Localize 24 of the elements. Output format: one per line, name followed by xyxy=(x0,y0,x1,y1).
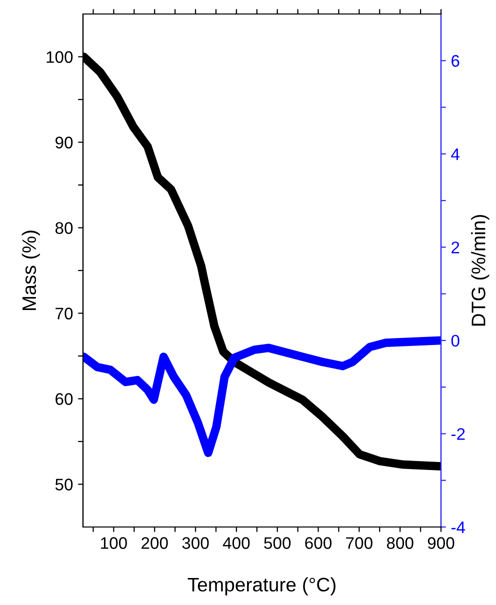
x-tick-label: 100 xyxy=(101,537,127,549)
x-tick-label: 900 xyxy=(428,537,454,549)
y2-tick-label: 2 xyxy=(452,242,460,254)
x-tick-label: 400 xyxy=(222,537,250,549)
x-tick-label: 300 xyxy=(182,537,209,549)
y-tick-label: 100 xyxy=(46,51,73,63)
x-tick-label: 500 xyxy=(264,537,291,549)
y-tick-label: 50 xyxy=(55,478,73,490)
x-tick-label: 200 xyxy=(142,537,168,549)
x-tick-label: 600 xyxy=(305,537,332,549)
x-tick-label: 700 xyxy=(346,537,372,549)
y-tick-label: 80 xyxy=(55,222,73,234)
x-tick-label: 800 xyxy=(386,537,414,549)
y-tick-label: 70 xyxy=(56,308,73,320)
y-tick-label: 60 xyxy=(56,393,73,405)
y2-axis-title: DTG (%/min) xyxy=(471,214,490,326)
y2-tick-label: 4 xyxy=(451,148,460,160)
y2-tick-label: -4 xyxy=(451,522,466,534)
y2-tick-label: 0 xyxy=(451,334,460,347)
x-axis-title: Temperature (°C) xyxy=(188,577,336,596)
y-axis-title: Mass (%) xyxy=(22,230,40,310)
y2-tick-label: 6 xyxy=(452,55,460,67)
y-tick-label: 90 xyxy=(56,136,73,148)
y2-tick-label: -2 xyxy=(451,428,465,440)
